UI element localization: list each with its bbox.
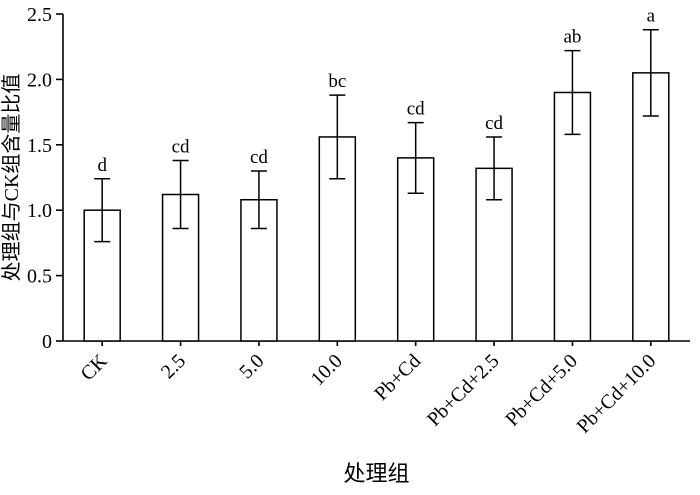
sig-letter: ab [563, 27, 581, 48]
sig-letter: d [97, 155, 107, 176]
x-tick-label: Pb+Cd+2.5 [423, 350, 504, 431]
x-tick-label: Pb+Cd [370, 350, 425, 405]
sig-letter: bc [328, 71, 346, 92]
x-tick-label: CK [77, 350, 113, 386]
x-tick-label: 10.0 [307, 350, 347, 390]
x-tick-label: 5.0 [235, 350, 268, 383]
x-axis-label: 处理组 [343, 461, 409, 486]
y-axis-label: 处理组与CK组含量比值 [0, 74, 23, 282]
x-tick-label: Pb+Cd+5.0 [501, 350, 582, 431]
y-tick-label: 0.5 [27, 266, 52, 288]
y-tick-label: 1.5 [27, 135, 52, 157]
y-tick-label: 0 [42, 331, 52, 353]
sig-letter: a [647, 6, 656, 27]
y-tick-label: 2.0 [27, 69, 52, 91]
sig-letter: cd [250, 147, 268, 168]
sig-letter: cd [485, 113, 503, 134]
y-tick-label: 1.0 [27, 200, 52, 222]
sig-letter: cd [407, 99, 425, 120]
y-tick-label: 2.5 [27, 4, 52, 26]
bar [318, 136, 357, 342]
x-tick-label: 2.5 [157, 350, 190, 383]
x-tick-label: Pb+Cd+10.0 [573, 350, 661, 438]
sig-letter: cd [172, 136, 190, 157]
